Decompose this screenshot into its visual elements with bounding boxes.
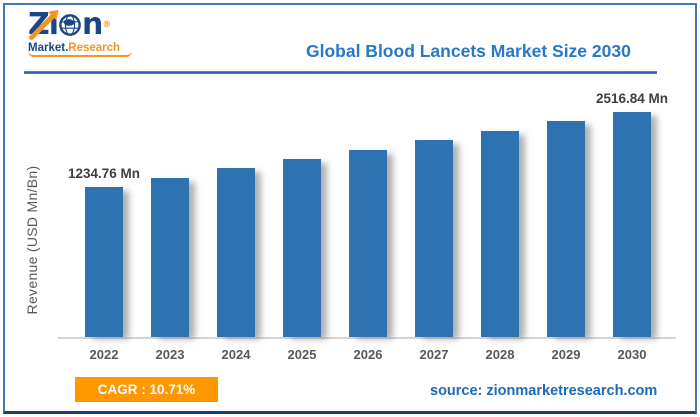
bar-column-2028 bbox=[467, 130, 533, 337]
bar-value-label-2022: 1234.76 Mn bbox=[67, 166, 141, 181]
cagr-badge: CAGR : 10.71% bbox=[75, 377, 218, 402]
x-axis-label-2028: 2028 bbox=[485, 347, 515, 362]
logo-text-n: n bbox=[82, 7, 103, 42]
bar-column-2025 bbox=[269, 158, 335, 337]
bar-2023 bbox=[151, 177, 189, 337]
bar-2028 bbox=[481, 130, 519, 337]
bar-column-2022: 1234.76 Mn bbox=[67, 166, 141, 337]
x-axis-label-2029: 2029 bbox=[551, 347, 581, 362]
x-axis-label-2030: 2030 bbox=[617, 347, 647, 362]
logo-subtitle-market: Market. bbox=[28, 42, 69, 54]
bar-column-2027 bbox=[401, 140, 467, 337]
bar-2024 bbox=[217, 168, 255, 337]
y-axis-title: Revenue (USD Mn/Bn) bbox=[24, 165, 40, 315]
bar-2026 bbox=[349, 149, 387, 337]
header-divider bbox=[24, 71, 657, 74]
bar-column-2029 bbox=[533, 121, 599, 337]
bar-2030 bbox=[613, 112, 651, 337]
zion-logo: Zi n® Market.Research bbox=[28, 10, 140, 64]
logo-subtitle-research: Research bbox=[68, 42, 121, 54]
bar-column-2026 bbox=[335, 149, 401, 337]
x-axis-label-2024: 2024 bbox=[221, 347, 251, 362]
bar-2029 bbox=[547, 121, 585, 337]
source-link[interactable]: source: zionmarketresearch.com bbox=[430, 383, 658, 399]
x-axis-label-2027: 2027 bbox=[419, 347, 449, 362]
bar-value-label-2030: 2516.84 Mn bbox=[595, 91, 669, 106]
logo-subtitle: Market.Research bbox=[28, 42, 132, 57]
bar-column-2024 bbox=[203, 168, 269, 337]
bar-column-2030: 2516.84 Mn bbox=[595, 91, 669, 337]
chart-title: Global Blood Lancets Market Size 2030 bbox=[306, 40, 631, 61]
bar-2025 bbox=[283, 158, 321, 337]
logo-wordmark: Zi n® bbox=[28, 7, 140, 42]
bar-chart-plot-area: 1234.76 Mn 2516.84 Mn bbox=[58, 84, 676, 339]
x-axis-label-2022: 2022 bbox=[89, 347, 119, 362]
x-axis-label-2026: 2026 bbox=[353, 347, 383, 362]
globe-icon bbox=[59, 14, 81, 36]
x-axis-label-2025: 2025 bbox=[287, 347, 317, 362]
x-axis-label-2023: 2023 bbox=[155, 347, 185, 362]
bar-2027 bbox=[415, 140, 453, 337]
bar-column-2023 bbox=[137, 177, 203, 337]
registered-mark: ® bbox=[102, 20, 112, 30]
bar-2022 bbox=[85, 187, 123, 337]
x-axis-labels: 2022 2023 2024 2025 2026 2027 2028 2029 2030 bbox=[58, 347, 676, 362]
